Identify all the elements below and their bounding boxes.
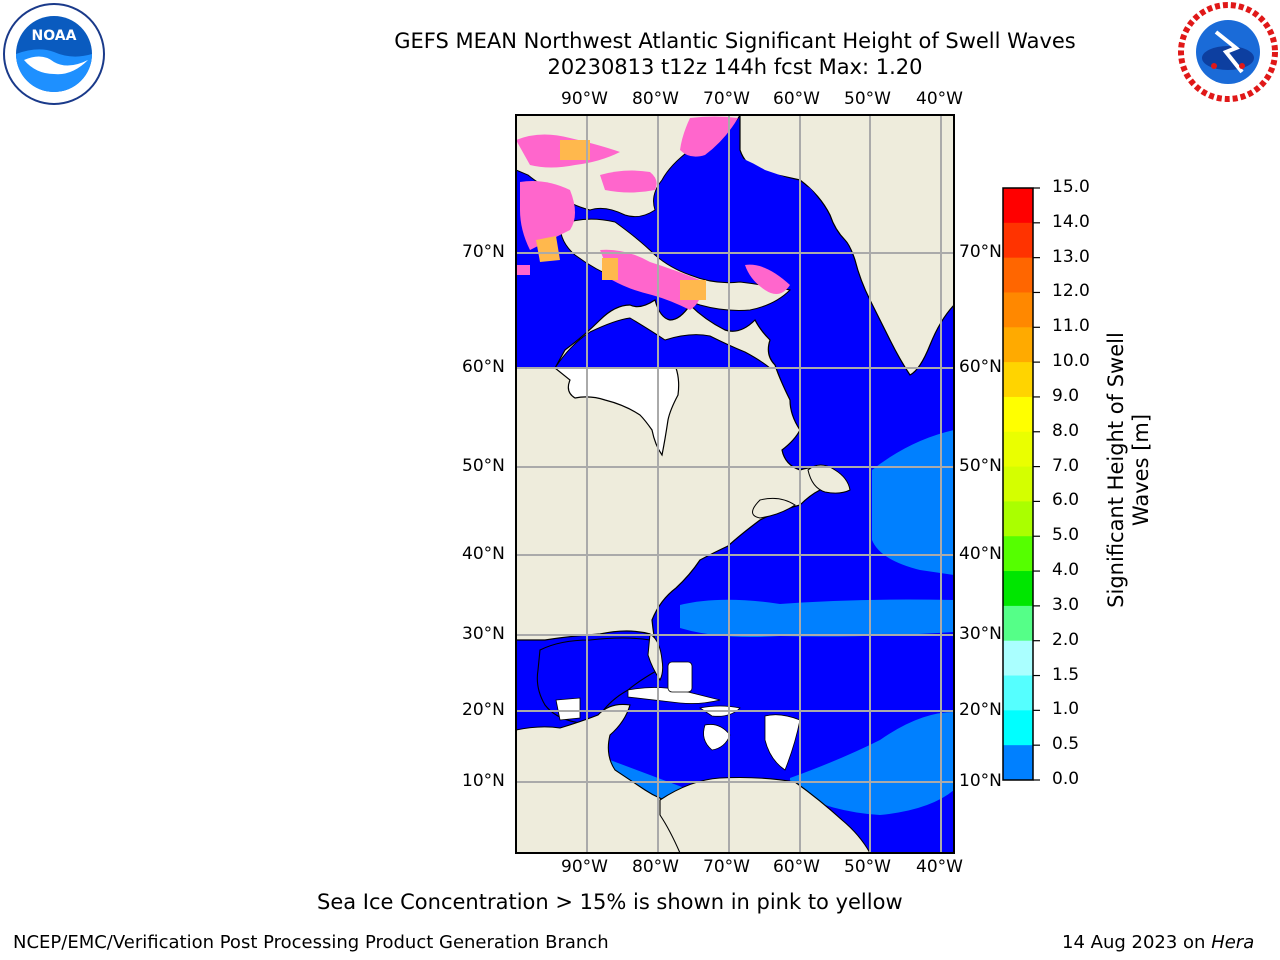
lat-label-left-40n: 40°N xyxy=(462,544,505,564)
colorbar-tick-label: 4.0 xyxy=(1052,560,1080,581)
colorbar-label: Significant Height of Swell Waves [m] xyxy=(1104,332,1153,608)
lat-label-right-30n: 30°N xyxy=(959,624,1002,644)
lat-label-right-50n: 50°N xyxy=(959,456,1002,476)
lon-label-top-80w: 80°W xyxy=(632,89,679,109)
nws-logo xyxy=(1178,2,1278,102)
map-gridlines xyxy=(516,115,954,853)
map-frame xyxy=(515,114,955,854)
colorbar-tick-label: 11.0 xyxy=(1052,316,1090,337)
footer-host: Hera xyxy=(1211,932,1255,953)
colorbar-tick-label: 8.0 xyxy=(1052,420,1080,441)
lat-label-right-20n: 20°N xyxy=(959,700,1002,720)
lon-label-top-90w: 90°W xyxy=(561,89,608,109)
lat-label-left-10n: 10°N xyxy=(462,771,505,791)
lon-label-bottom-40w: 40°W xyxy=(916,857,963,877)
colorbar-tick-label: 0.5 xyxy=(1052,734,1080,755)
colorbar-segment xyxy=(1003,710,1033,746)
colorbar-tick-label: 3.0 xyxy=(1052,594,1080,615)
colorbar-tick-label: 10.0 xyxy=(1052,351,1090,372)
colorbar-tick-label: 9.0 xyxy=(1052,385,1080,406)
newfoundland xyxy=(807,464,851,494)
colorbar-segment xyxy=(1003,605,1033,642)
colorbar-segment xyxy=(1003,257,1033,293)
chart-title: GEFS MEAN Northwest Atlantic Significant… xyxy=(0,28,1280,80)
colorbar-segment xyxy=(1003,536,1033,572)
colorbar-tick-label: 1.0 xyxy=(1052,699,1080,720)
lon-label-bottom-90w: 90°W xyxy=(561,857,608,877)
lon-label-top-50w: 50°W xyxy=(844,89,891,109)
hudson-strait xyxy=(554,317,772,369)
title-line-2: 20230813 t12z 144h fcst Max: 1.20 xyxy=(547,55,923,79)
noaa-logo-text: NOAA xyxy=(32,28,77,44)
lon-label-bottom-80w: 80°W xyxy=(632,857,679,877)
colorbar-segment xyxy=(1003,222,1033,259)
lon-label-bottom-70w: 70°W xyxy=(703,857,750,877)
footer-credit: NCEP/EMC/Verification Post Processing Pr… xyxy=(13,932,609,953)
colorbar-segment xyxy=(1003,501,1033,537)
lat-label-right-10n: 10°N xyxy=(959,771,1002,791)
lon-label-bottom-60w: 60°W xyxy=(773,857,820,877)
colorbar-segment xyxy=(1003,431,1033,468)
greenland-land xyxy=(739,115,954,376)
colorbar-segment xyxy=(1003,571,1033,607)
lon-label-bottom-50w: 50°W xyxy=(844,857,891,877)
sea-ice-overlay xyxy=(516,116,790,310)
colorbar-segment xyxy=(1003,745,1033,781)
colorbar-tick-label: 13.0 xyxy=(1052,246,1090,267)
hudson-bay xyxy=(553,367,680,457)
lat-label-right-40n: 40°N xyxy=(959,544,1002,564)
lat-label-left-50n: 50°N xyxy=(462,456,505,476)
colorbar-segment xyxy=(1003,466,1033,502)
colorbar-tick-label: 6.0 xyxy=(1052,490,1080,511)
colorbar-segment xyxy=(1003,362,1033,398)
lon-label-top-40w: 40°W xyxy=(916,89,963,109)
colorbar-tick-label: 5.0 xyxy=(1052,525,1080,546)
colorbar-tick-label: 14.0 xyxy=(1052,211,1090,232)
colorbar-segment xyxy=(1003,675,1033,711)
colorbar-tick-label: 0.0 xyxy=(1052,769,1080,789)
colorbar-segment xyxy=(1003,640,1033,677)
lat-label-left-60n: 60°N xyxy=(462,357,505,377)
lat-label-right-60n: 60°N xyxy=(959,357,1002,377)
footer-date-text: 14 Aug 2023 on xyxy=(1062,932,1206,953)
colorbar-segment xyxy=(1003,292,1033,328)
lat-label-left-20n: 20°N xyxy=(462,700,505,720)
noaa-logo: NOAA xyxy=(3,3,105,105)
colorbar-tick-label: 7.0 xyxy=(1052,455,1080,476)
colorbar-segment xyxy=(1003,188,1033,224)
colorbar-tick-label: 1.5 xyxy=(1052,664,1080,685)
footer-date: 14 Aug 2023 on Hera xyxy=(1062,932,1254,953)
lon-label-top-70w: 70°W xyxy=(703,89,750,109)
lat-label-right-70n: 70°N xyxy=(959,242,1002,262)
colorbar-tick-label: 2.0 xyxy=(1052,629,1080,650)
title-line-1: GEFS MEAN Northwest Atlantic Significant… xyxy=(394,29,1076,53)
colorbar-segment xyxy=(1003,327,1033,363)
lon-label-top-60w: 60°W xyxy=(773,89,820,109)
lat-label-left-30n: 30°N xyxy=(462,624,505,644)
colorbar-frame xyxy=(1002,187,1034,781)
south-america-land xyxy=(659,776,871,853)
colorbar-tick-label: 15.0 xyxy=(1052,177,1090,197)
colorbar-tick-label: 12.0 xyxy=(1052,281,1090,302)
sea-ice-caption: Sea Ice Concentration > 15% is shown in … xyxy=(317,890,903,914)
lat-label-left-70n: 70°N xyxy=(462,242,505,262)
colorbar-segment xyxy=(1003,396,1033,433)
colorbar xyxy=(1003,187,1040,781)
